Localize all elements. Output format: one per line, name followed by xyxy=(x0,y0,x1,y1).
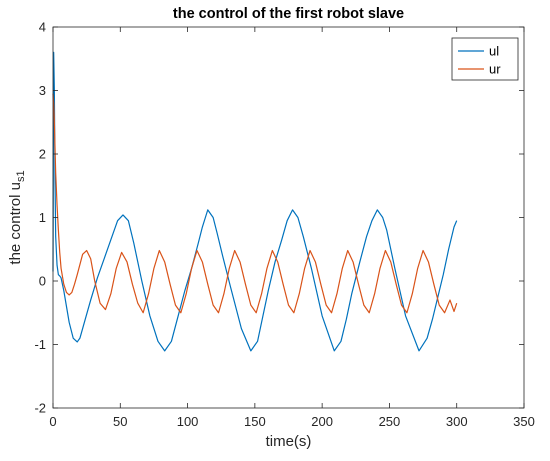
legend: ul ur xyxy=(451,37,519,81)
series-layer xyxy=(52,51,458,352)
y-axis-label-subscript: s1 xyxy=(15,170,27,182)
chart-title: the control of the first robot slave xyxy=(173,6,404,22)
x-tick-label: 100 xyxy=(177,414,199,429)
y-tick-label: 0 xyxy=(39,274,46,289)
legend-label-ul: ul xyxy=(489,44,499,59)
y-tick-label: 2 xyxy=(39,147,46,162)
y-tick-label: -2 xyxy=(34,401,46,416)
legend-label-ur: ur xyxy=(489,62,501,77)
x-tick-label: 200 xyxy=(311,414,333,429)
series-line-ul xyxy=(52,51,458,352)
x-tick-label: 150 xyxy=(244,414,266,429)
y-axis-label-main: the control u xyxy=(7,182,24,265)
y-axis-label: the control us1 xyxy=(7,170,27,264)
x-tick-label: 250 xyxy=(379,414,401,429)
y-tick-label: 4 xyxy=(39,20,46,35)
legend-box xyxy=(451,37,519,81)
y-tick-label: -1 xyxy=(34,337,46,352)
y-axis: -2 -1 0 1 2 3 4 xyxy=(34,20,524,416)
x-tick-label: 300 xyxy=(446,414,468,429)
x-axis-label: time(s) xyxy=(266,433,312,450)
x-tick-label: 350 xyxy=(513,414,535,429)
series-line-ur xyxy=(52,93,458,314)
y-tick-label: 3 xyxy=(39,83,46,98)
y-tick-label: 1 xyxy=(39,210,46,225)
x-tick-label: 0 xyxy=(49,414,56,429)
x-axis: 0 50 100 150 200 250 300 350 xyxy=(49,27,535,429)
x-tick-label: 50 xyxy=(113,414,127,429)
